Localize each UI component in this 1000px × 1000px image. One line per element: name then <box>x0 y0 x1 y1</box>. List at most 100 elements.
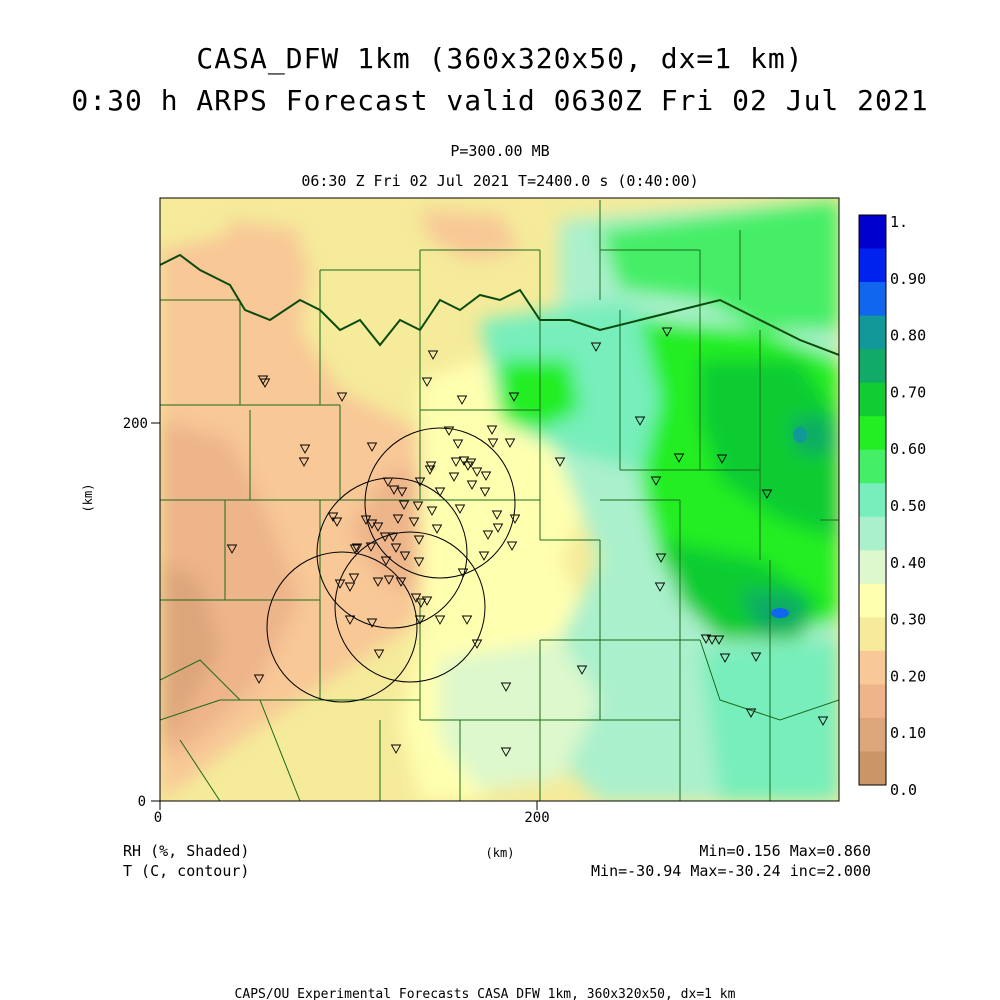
station-marker-icon <box>424 465 436 475</box>
station-marker-icon <box>491 510 503 520</box>
station-marker-icon <box>452 439 464 449</box>
station-marker-icon <box>348 573 360 583</box>
station-marker-icon <box>654 582 666 592</box>
station-marker-icon <box>421 377 433 387</box>
radar-ring <box>364 427 516 579</box>
colorbar-swatch <box>859 349 886 384</box>
rh-stats: Min=0.156 Max=0.860 <box>699 842 871 860</box>
station-marker-icon <box>700 634 712 644</box>
colorbar-tick-label: 0.40 <box>890 554 926 572</box>
station-marker-icon <box>487 438 499 448</box>
station-marker-icon <box>456 395 468 405</box>
axis-ticks <box>151 422 538 810</box>
station-marker-icon <box>412 501 424 511</box>
station-marker-icon <box>673 453 685 463</box>
station-marker-icon <box>716 454 728 464</box>
t-stats: Min=-30.94 Max=-30.24 inc=2.000 <box>591 862 871 880</box>
station-marker-icon <box>365 542 377 552</box>
state-border-line <box>160 253 839 356</box>
colorbar-swatch <box>859 215 886 250</box>
colorbar-swatch <box>859 684 886 719</box>
station-marker-icon <box>427 350 439 360</box>
valid-time-label: 06:30 Z Fri 02 Jul 2021 T=2400.0 s (0:40… <box>301 172 699 190</box>
station-marker-icon <box>413 557 425 567</box>
station-marker-icon <box>457 568 469 578</box>
station-marker-icon <box>478 551 490 561</box>
station-marker-icon <box>336 392 348 402</box>
colorbar-tick-label: 0.10 <box>890 724 926 742</box>
station-marker-icon <box>492 523 504 533</box>
credit-line: CAPS/OU Experimental Forecasts CASA DFW … <box>235 987 736 1000</box>
colorbar-swatch <box>859 617 886 652</box>
colorbar-tick-label: 0.0 <box>890 781 917 799</box>
pressure-level-label: P=300.00 MB <box>450 142 550 160</box>
station-marker-icon <box>655 553 667 563</box>
station-marker-icon <box>408 517 420 527</box>
station-marker-icon <box>372 522 384 532</box>
colorbar-tick-label: 0.70 <box>890 383 926 401</box>
station-marker-icon <box>366 618 378 628</box>
station-marker-icon <box>486 425 498 435</box>
station-marker-icon <box>431 524 443 534</box>
station-marker-icon <box>259 378 271 388</box>
station-marker-icon <box>713 635 725 645</box>
station-marker-icon <box>399 551 411 561</box>
station-marker-icon <box>745 708 757 718</box>
station-marker-icon <box>458 456 470 466</box>
station-marker-icon <box>634 416 646 426</box>
rh-legend-label: RH (%, Shaded) <box>123 842 249 860</box>
county-boundaries <box>160 200 839 801</box>
station-marker-icon <box>344 615 356 625</box>
station-marker-icon <box>661 327 673 337</box>
station-marker-icon <box>410 593 422 603</box>
station-marker-icon <box>426 506 438 516</box>
colorbar-tick-label: 1. <box>890 213 908 231</box>
station-marker-icon <box>443 426 455 436</box>
station-marker-icon <box>465 458 477 468</box>
t-legend-label: T (C, contour) <box>123 862 249 880</box>
station-marker-icon <box>344 582 356 592</box>
station-marker-icon <box>719 653 731 663</box>
colorbar-tick-label: 0.20 <box>890 667 926 685</box>
station-marker-icon <box>590 342 602 352</box>
station-marker-icon <box>479 487 491 497</box>
station-marker-icon <box>504 438 516 448</box>
y-axis-unit: (km) <box>81 484 95 513</box>
station-marker-icon <box>576 665 588 675</box>
colorbar-swatch <box>859 550 886 585</box>
plot-title-line1: CASA_DFW 1km (360x320x50, dx=1 km) <box>196 42 804 75</box>
colorbar-swatch <box>859 751 886 786</box>
station-marker-icon <box>434 487 446 497</box>
colorbar-frame <box>858 214 887 786</box>
station-marker-icon <box>414 615 426 625</box>
station-marker-icon <box>349 544 361 554</box>
station-marker-icon <box>480 471 492 481</box>
colorbar-tick-label: 0.30 <box>890 611 926 629</box>
colorbar <box>858 214 887 786</box>
colorbar-swatch <box>859 483 886 518</box>
colorbar-swatch <box>859 382 886 417</box>
station-marker-icon <box>761 489 773 499</box>
colorbar-swatch <box>859 248 886 283</box>
colorbar-tick-label: 0.90 <box>890 270 926 288</box>
station-marker-icon <box>390 543 402 553</box>
colorbar-swatch <box>859 717 886 752</box>
station-marker-icon <box>383 575 395 585</box>
station-marker-icon <box>398 500 410 510</box>
station-marker-icon <box>373 649 385 659</box>
station-marker-icon <box>395 577 407 587</box>
colorbar-swatch <box>859 516 886 551</box>
station-marker-icon <box>454 504 466 514</box>
station-marker-icon <box>434 615 446 625</box>
colorbar-labels: 1. 0.90 0.80 0.70 0.60 0.50 0.40 0.30 0.20 0.10 0.… <box>890 213 926 799</box>
station-marker-icon <box>372 577 384 587</box>
station-marker-icon <box>413 535 425 545</box>
radar-ring <box>334 531 486 683</box>
colorbar-swatch <box>859 315 886 350</box>
station-marker-icon <box>382 477 394 487</box>
station-marker-icon <box>466 480 478 490</box>
station-marker-icon <box>500 682 512 692</box>
x-tick-label: 0 <box>154 810 162 826</box>
y-tick-label: 0 <box>138 794 146 810</box>
